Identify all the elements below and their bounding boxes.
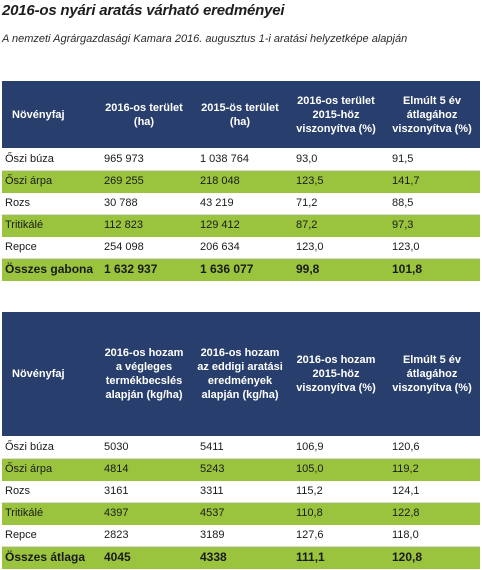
cell-value: 123,0 (288, 236, 384, 259)
cell-value: 118,0 (384, 524, 480, 547)
table-row: Rozs 3161 3311 115,2 124,1 (2, 480, 480, 503)
cell-value: 91,5 (384, 148, 480, 171)
cell-value: 965 973 (96, 148, 192, 171)
cell-value: 1 038 764 (192, 148, 288, 171)
cell-value: 1 636 077 (192, 258, 288, 281)
cell-value: 122,8 (384, 502, 480, 525)
table-row: Őszi árpa 269 255 218 048 123,5 141,7 (2, 170, 480, 193)
header-area-vs-2015: 2016-os terü­let 2015-höz viszonyítva (%… (288, 81, 384, 148)
cell-value: 5243 (192, 458, 288, 481)
cell-crop: Összes átlaga (2, 546, 96, 569)
total-row: Összes gabona 1 632 937 1 636 077 99,8 1… (2, 258, 480, 281)
cell-crop: Tritikálé (2, 502, 96, 525)
table-row: Őszi búza 965 973 1 038 764 93,0 91,5 (2, 148, 480, 171)
cell-value: 2823 (96, 524, 192, 547)
yield-table: Növényfaj 2016-os hozam a végleges termé… (2, 312, 480, 569)
header-yield-harvest: 2016-os hozam az eddigi aratási eredmény… (192, 312, 288, 436)
cell-value: 4045 (96, 546, 192, 569)
cell-value: 254 098 (96, 236, 192, 259)
header-crop: Növényfaj (2, 81, 96, 148)
cell-value: 115,2 (288, 480, 384, 503)
header-yield-vs-2015: 2016-os hozam 2015-höz viszonyítva (%) (288, 312, 384, 436)
table-row: Repce 2823 3189 127,6 118,0 (2, 524, 480, 547)
yield-table-header: Növényfaj 2016-os hozam a végleges termé… (2, 312, 480, 436)
page-title: 2016-os nyári aratás várható eredményei (2, 2, 285, 19)
table-row: Őszi árpa 4814 5243 105,0 119,2 (2, 458, 480, 481)
cell-value: 5030 (96, 436, 192, 459)
cell-value: 141,7 (384, 170, 480, 193)
cell-value: 4814 (96, 458, 192, 481)
cell-value: 218 048 (192, 170, 288, 193)
cell-crop: Repce (2, 524, 96, 547)
cell-value: 3311 (192, 480, 288, 503)
cell-value: 3161 (96, 480, 192, 503)
header-crop: Növényfaj (2, 312, 96, 436)
header-area-2016: 2016-os terület (ha) (96, 81, 192, 148)
cell-crop: Repce (2, 236, 96, 259)
cell-crop: Őszi árpa (2, 458, 96, 481)
cell-value: 269 255 (96, 170, 192, 193)
total-row: Összes átlaga 4045 4338 111,1 120,8 (2, 546, 480, 569)
table-row: Tritikálé 4397 4537 110,8 122,8 (2, 502, 480, 525)
cell-value: 101,8 (384, 258, 480, 281)
cell-crop: Rozs (2, 480, 96, 503)
cell-value: 4397 (96, 502, 192, 525)
cell-value: 110,8 (288, 502, 384, 525)
table-row: Tritikálé 112 823 129 412 87,2 97,3 (2, 214, 480, 237)
cell-value: 119,2 (384, 458, 480, 481)
cell-value: 206 634 (192, 236, 288, 259)
cell-value: 30 788 (96, 192, 192, 215)
cell-value: 120,8 (384, 546, 480, 569)
cell-value: 5411 (192, 436, 288, 459)
cell-value: 99,8 (288, 258, 384, 281)
cell-crop: Összes gabona (2, 258, 96, 281)
cell-value: 129 412 (192, 214, 288, 237)
table-row: Repce 254 098 206 634 123,0 123,0 (2, 236, 480, 259)
table-row: Őszi búza 5030 5411 106,9 120,6 (2, 436, 480, 459)
cell-value: 127,6 (288, 524, 384, 547)
cell-value: 4338 (192, 546, 288, 569)
cell-value: 3189 (192, 524, 288, 547)
cell-value: 112 823 (96, 214, 192, 237)
cell-value: 105,0 (288, 458, 384, 481)
cell-crop: Rozs (2, 192, 96, 215)
cell-value: 111,1 (288, 546, 384, 569)
cell-crop: Őszi búza (2, 148, 96, 171)
cell-value: 123,0 (384, 236, 480, 259)
cell-value: 71,2 (288, 192, 384, 215)
cell-value: 106,9 (288, 436, 384, 459)
cell-value: 1 632 937 (96, 258, 192, 281)
area-table: Növényfaj 2016-os terület (ha) 2015-ös t… (2, 81, 480, 281)
cell-value: 120,6 (384, 436, 480, 459)
page-subtitle: A nemzeti Agrárgazdasági Kamara 2016. au… (2, 33, 408, 45)
cell-value: 97,3 (384, 214, 480, 237)
header-area-vs-5y: Elmúlt 5 év átlagához viszonyítva (%) (384, 81, 480, 148)
cell-crop: Tritikálé (2, 214, 96, 237)
area-table-header: Növényfaj 2016-os terület (ha) 2015-ös t… (2, 81, 480, 148)
cell-value: 123,5 (288, 170, 384, 193)
header-yield-vs-5y: Elmúlt 5 év átlagához viszonyítva (%) (384, 312, 480, 436)
cell-value: 93,0 (288, 148, 384, 171)
header-yield-final: 2016-os hozam a végleges termékbecs­lés … (96, 312, 192, 436)
cell-value: 124,1 (384, 480, 480, 503)
cell-crop: Őszi árpa (2, 170, 96, 193)
cell-value: 43 219 (192, 192, 288, 215)
cell-value: 4537 (192, 502, 288, 525)
header-area-2015: 2015-ös terület (ha) (192, 81, 288, 148)
table-row: Rozs 30 788 43 219 71,2 88,5 (2, 192, 480, 215)
cell-value: 88,5 (384, 192, 480, 215)
cell-value: 87,2 (288, 214, 384, 237)
cell-crop: Őszi búza (2, 436, 96, 459)
